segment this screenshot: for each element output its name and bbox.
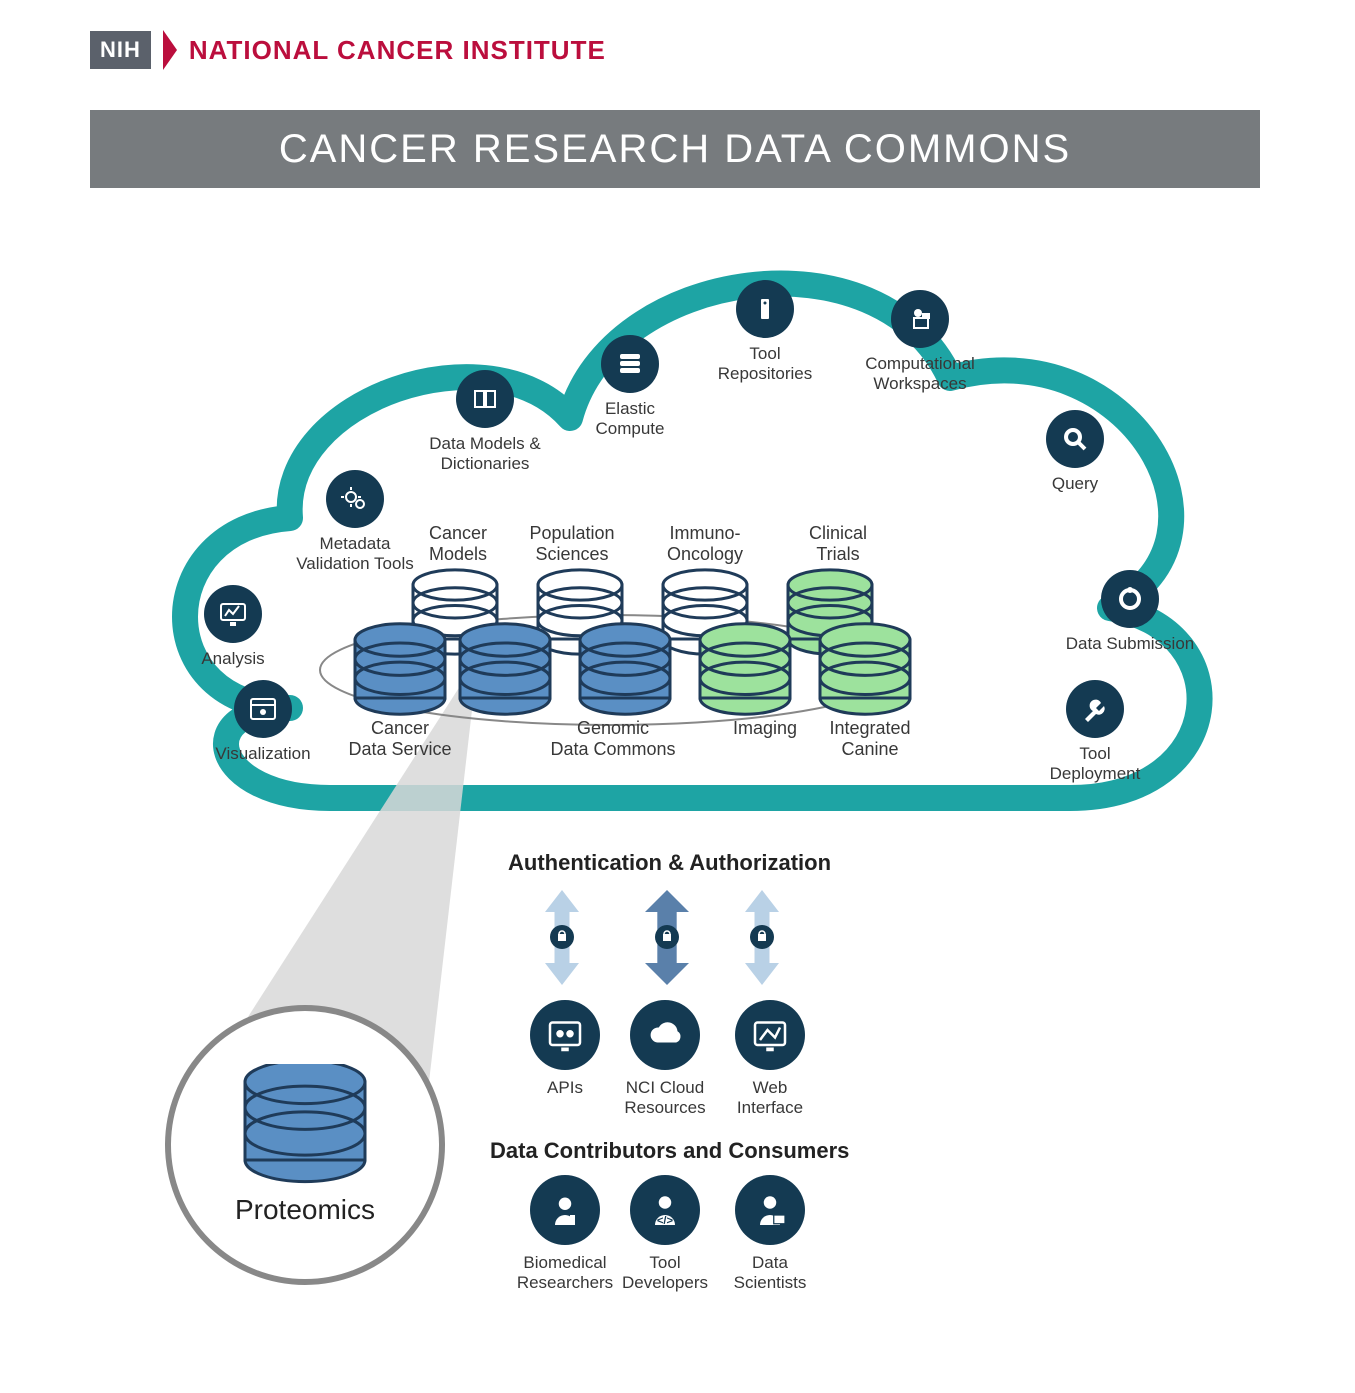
- nih-chevron-icon: [163, 30, 177, 70]
- auth-arrow: [645, 890, 689, 990]
- callout-proteomics: Proteomics: [165, 1005, 445, 1285]
- svg-text:</>: </>: [657, 1215, 674, 1227]
- db-label: CancerData Service: [330, 718, 470, 759]
- auth-title: Authentication & Authorization: [508, 850, 831, 876]
- tower-icon: [736, 280, 794, 338]
- cloud-item-label: Analysis: [168, 649, 298, 669]
- auth-arrow: [545, 890, 579, 990]
- cloud-item-label: Data Models &Dictionaries: [420, 434, 550, 473]
- contrib-item: </> ToolDevelopers: [605, 1175, 725, 1292]
- magnify-icon: [1046, 410, 1104, 468]
- access-item-label: WebInterface: [710, 1078, 830, 1117]
- cloud-item-elastic: ElasticCompute: [565, 335, 695, 438]
- browser-graph-icon: [735, 1000, 805, 1070]
- cloud-item-submission: Data Submission: [1045, 570, 1215, 654]
- cloud-item-label: ToolDeployment: [1030, 744, 1160, 783]
- datasci-icon: [735, 1175, 805, 1245]
- db-label: Immuno-Oncology: [645, 523, 765, 564]
- contrib-item-label: ToolDevelopers: [605, 1253, 725, 1292]
- cloud-item-label: ToolRepositories: [700, 344, 830, 383]
- cloud-item-deploy: ToolDeployment: [1030, 680, 1160, 783]
- gears-icon: [326, 470, 384, 528]
- contrib-item-label: DataScientists: [710, 1253, 830, 1292]
- db-label: GenomicData Commons: [543, 718, 683, 759]
- person-desk-icon: [891, 290, 949, 348]
- database-icon: [235, 1064, 375, 1184]
- auth-arrow: [745, 890, 779, 990]
- api-screen-icon: [530, 1000, 600, 1070]
- db-label: CancerModels: [398, 523, 518, 564]
- db-label: IntegratedCanine: [800, 718, 940, 759]
- db-label: PopulationSciences: [512, 523, 632, 564]
- contrib-title: Data Contributors and Consumers: [490, 1138, 849, 1164]
- cloud-item-label: ComputationalWorkspaces: [855, 354, 985, 393]
- page-title-banner: CANCER RESEARCH DATA COMMONS: [90, 110, 1260, 188]
- cloud-item-visualization: Visualization: [198, 680, 328, 764]
- ring-icon: [1101, 570, 1159, 628]
- nih-logo-box: NIH: [90, 31, 151, 69]
- cloud-item-datamodels: Data Models &Dictionaries: [420, 370, 550, 473]
- cloud-item-label: ElasticCompute: [565, 399, 695, 438]
- cloud-item-label: Data Submission: [1045, 634, 1215, 654]
- logo-bar: NIH NATIONAL CANCER INSTITUTE: [90, 30, 606, 70]
- nci-org-name: NATIONAL CANCER INSTITUTE: [189, 35, 606, 66]
- book-icon: [456, 370, 514, 428]
- cloud-item-label: Visualization: [198, 744, 328, 764]
- eye-window-icon: [234, 680, 292, 738]
- cloud-item-analysis: Analysis: [168, 585, 298, 669]
- contrib-item: DataScientists: [710, 1175, 830, 1292]
- cloud-item-query: Query: [1010, 410, 1140, 494]
- access-item-label: NCI CloudResources: [605, 1078, 725, 1117]
- db-label: ClinicalTrials: [778, 523, 898, 564]
- scientist-icon: [530, 1175, 600, 1245]
- access-item: NCI CloudResources: [605, 1000, 725, 1117]
- callout-label: Proteomics: [235, 1194, 375, 1226]
- cloud-item-toolrepos: ToolRepositories: [700, 280, 830, 383]
- cloud-item-workspaces: ComputationalWorkspaces: [855, 290, 985, 393]
- monitor-chart-icon: [204, 585, 262, 643]
- wrench-icon: [1066, 680, 1124, 738]
- cloud-item-label: Query: [1010, 474, 1140, 494]
- access-item: WebInterface: [710, 1000, 830, 1117]
- cloud-icon: [630, 1000, 700, 1070]
- dev-icon: </>: [630, 1175, 700, 1245]
- servers-icon: [601, 335, 659, 393]
